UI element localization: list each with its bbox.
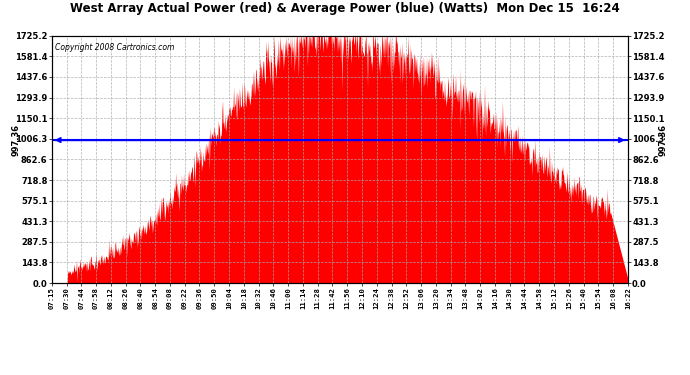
Text: 997.36: 997.36 bbox=[659, 124, 668, 156]
Text: 997.36: 997.36 bbox=[12, 124, 21, 156]
Text: Copyright 2008 Cartronics.com: Copyright 2008 Cartronics.com bbox=[55, 43, 174, 52]
Text: West Array Actual Power (red) & Average Power (blue) (Watts)  Mon Dec 15  16:24: West Array Actual Power (red) & Average … bbox=[70, 2, 620, 15]
